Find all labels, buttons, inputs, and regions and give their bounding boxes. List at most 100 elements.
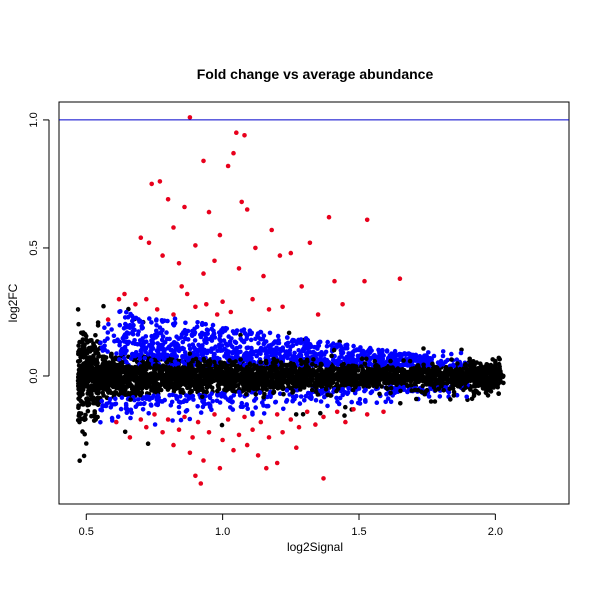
- data-point-blue: [222, 354, 227, 359]
- data-point-black: [247, 379, 253, 385]
- data-point-black: [264, 387, 269, 392]
- data-point-black: [318, 410, 323, 416]
- data-point-red: [266, 307, 272, 312]
- data-point-blue: [123, 401, 129, 407]
- data-point-blue: [245, 406, 250, 412]
- data-point-blue: [137, 356, 143, 362]
- data-point-blue: [388, 399, 394, 405]
- data-point-blue: [223, 341, 229, 347]
- data-point-black: [487, 382, 493, 388]
- data-point-blue: [149, 403, 154, 408]
- data-point-black: [94, 358, 99, 364]
- data-point-red: [307, 240, 313, 246]
- data-point-black: [164, 360, 170, 365]
- data-point-black: [204, 389, 209, 395]
- data-point-blue: [160, 347, 165, 352]
- data-point-blue: [209, 338, 215, 343]
- data-point-red: [236, 432, 242, 438]
- data-point-blue: [381, 353, 386, 358]
- data-point-black: [225, 369, 230, 374]
- data-point-red: [193, 304, 198, 310]
- data-point-black: [467, 368, 473, 373]
- data-point-blue: [180, 339, 186, 345]
- data-point-blue: [176, 348, 182, 353]
- data-point-blue: [266, 354, 271, 359]
- data-point-blue: [156, 344, 161, 350]
- data-point-black: [285, 372, 290, 377]
- data-point-blue: [226, 334, 231, 339]
- data-point-blue: [136, 329, 141, 334]
- x-tick-label: 1.0: [215, 526, 230, 538]
- data-point-red: [201, 458, 206, 463]
- data-point-black: [438, 370, 443, 376]
- data-point-blue: [295, 339, 300, 344]
- data-point-black: [501, 380, 506, 386]
- data-point-blue: [215, 348, 220, 354]
- data-point-black: [281, 371, 286, 376]
- data-point-black: [105, 384, 111, 390]
- data-point-blue: [192, 338, 198, 343]
- data-point-red: [212, 258, 217, 264]
- data-point-black: [227, 358, 232, 363]
- data-point-red: [165, 417, 171, 422]
- data-point-blue: [308, 396, 314, 402]
- data-point-black: [237, 378, 243, 383]
- data-point-blue: [362, 350, 367, 356]
- data-point-blue: [207, 395, 213, 401]
- data-point-blue: [243, 331, 248, 337]
- data-point-black: [128, 383, 134, 388]
- data-point-black: [227, 377, 233, 383]
- data-point-blue: [451, 362, 456, 368]
- data-point-black: [328, 393, 334, 398]
- data-point-black: [427, 375, 433, 380]
- data-point-blue: [164, 330, 169, 335]
- data-point-black: [341, 379, 347, 385]
- data-point-blue: [140, 407, 146, 412]
- data-point-blue: [275, 333, 281, 339]
- data-point-blue: [435, 360, 441, 365]
- data-point-black: [195, 360, 201, 365]
- data-point-red: [114, 419, 119, 425]
- data-point-red: [351, 407, 356, 412]
- data-point-blue: [413, 352, 419, 358]
- data-point-black: [331, 368, 336, 373]
- data-point-blue: [209, 407, 214, 413]
- data-point-black: [319, 362, 324, 368]
- data-point-blue: [102, 325, 107, 331]
- data-point-blue: [150, 334, 155, 340]
- data-point-red: [201, 158, 206, 164]
- data-point-black: [345, 370, 351, 376]
- data-point-blue: [146, 411, 151, 416]
- data-point-blue: [284, 399, 289, 404]
- data-point-blue: [440, 353, 446, 359]
- data-point-red: [149, 181, 154, 187]
- data-point-blue: [345, 357, 351, 363]
- data-point-black: [370, 367, 375, 373]
- data-point-black: [212, 359, 217, 365]
- data-point-black: [216, 384, 221, 390]
- data-point-blue: [223, 395, 228, 400]
- data-point-red: [176, 427, 182, 433]
- data-point-blue: [285, 343, 290, 349]
- data-point-black: [313, 389, 319, 395]
- x-axis: 0.5 1.0 1.5 2.0: [79, 513, 503, 538]
- data-point-black: [306, 377, 312, 383]
- data-point-blue: [362, 388, 367, 394]
- x-tick-label: 2.0: [488, 526, 503, 538]
- data-point-black: [131, 367, 137, 373]
- data-point-blue: [124, 410, 130, 416]
- data-point-black: [450, 386, 456, 391]
- data-point-blue: [331, 341, 336, 346]
- data-point-black: [81, 380, 86, 385]
- data-point-black: [455, 361, 460, 366]
- data-point-blue: [437, 394, 443, 399]
- data-point-black: [324, 371, 330, 377]
- data-point-blue: [191, 397, 196, 402]
- x-axis-label: log2Signal: [287, 540, 343, 554]
- data-point-red: [105, 317, 111, 322]
- data-point-red: [201, 271, 206, 276]
- data-point-blue: [340, 350, 346, 356]
- data-point-black: [486, 375, 491, 381]
- data-point-blue: [339, 354, 344, 359]
- data-point-blue: [417, 354, 423, 359]
